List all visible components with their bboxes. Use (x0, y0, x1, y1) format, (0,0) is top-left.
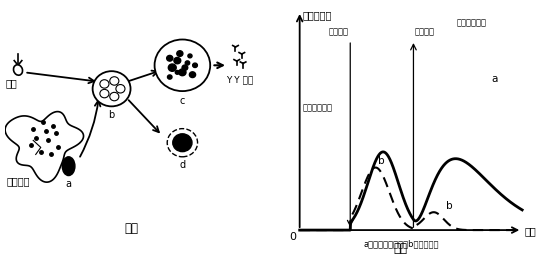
Circle shape (182, 66, 188, 71)
Circle shape (174, 58, 181, 65)
Polygon shape (5, 112, 83, 182)
Circle shape (187, 54, 193, 60)
Text: 再次感染: 再次感染 (415, 28, 435, 37)
Text: c: c (180, 95, 185, 105)
Circle shape (166, 56, 173, 62)
Ellipse shape (13, 66, 23, 76)
Text: 0: 0 (289, 231, 296, 241)
Circle shape (93, 72, 131, 107)
Text: b: b (109, 109, 115, 119)
Circle shape (116, 85, 125, 94)
Text: 图甲: 图甲 (125, 221, 139, 234)
Text: 初次免疫反应: 初次免疫反应 (302, 103, 332, 112)
Text: a为抗体浓度的变化b为患病程度: a为抗体浓度的变化b为患病程度 (363, 238, 438, 247)
Circle shape (110, 93, 119, 101)
Circle shape (154, 40, 210, 92)
Circle shape (100, 90, 109, 98)
Circle shape (166, 75, 173, 81)
Text: 时间: 时间 (525, 225, 536, 235)
Circle shape (185, 61, 190, 66)
Circle shape (170, 66, 174, 70)
Circle shape (173, 134, 192, 152)
Text: a: a (492, 74, 498, 84)
Circle shape (189, 73, 196, 78)
Circle shape (193, 64, 197, 68)
Text: 吞噬细胞: 吞噬细胞 (6, 176, 30, 186)
Circle shape (167, 129, 197, 157)
Text: b: b (447, 200, 453, 210)
Text: d: d (179, 160, 186, 169)
Text: 图乙: 图乙 (394, 241, 408, 254)
Text: 抗体的浓度: 抗体的浓度 (302, 10, 331, 20)
Text: b: b (378, 156, 385, 166)
Text: 抗原: 抗原 (5, 78, 17, 88)
Ellipse shape (62, 157, 75, 176)
Circle shape (110, 77, 119, 86)
Circle shape (179, 70, 186, 76)
Circle shape (176, 51, 183, 57)
Text: 二次免疫反应: 二次免疫反应 (456, 19, 486, 28)
Text: Y Y 抗体: Y Y 抗体 (225, 75, 253, 84)
Text: 初次感染: 初次感染 (329, 28, 349, 37)
Circle shape (175, 71, 179, 75)
Text: a: a (66, 178, 72, 188)
Circle shape (100, 81, 109, 89)
